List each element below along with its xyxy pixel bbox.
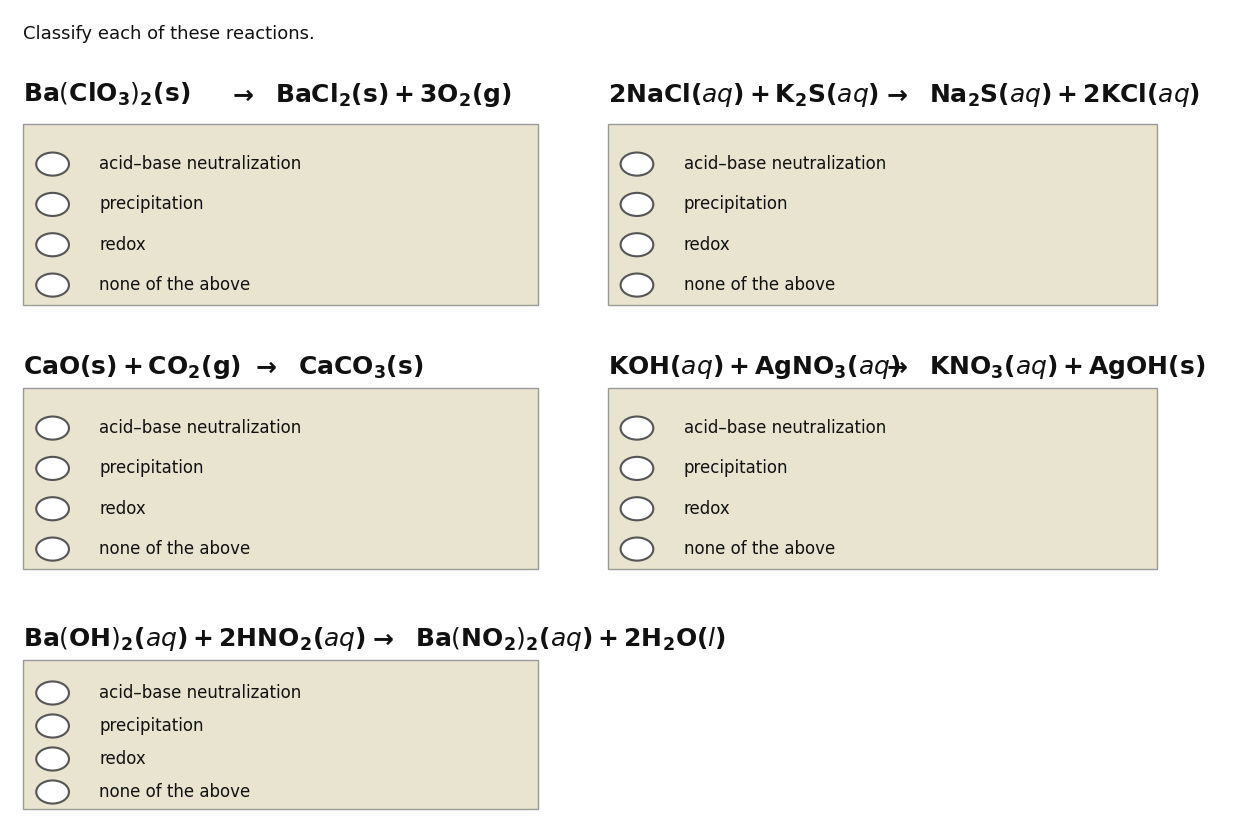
FancyBboxPatch shape xyxy=(24,660,537,808)
Text: $\mathbf{BaCl_2(s)+3O_2(g)}$: $\mathbf{BaCl_2(s)+3O_2(g)}$ xyxy=(274,81,511,109)
Circle shape xyxy=(36,457,69,480)
Text: redox: redox xyxy=(100,500,146,518)
Circle shape xyxy=(621,538,653,561)
Text: precipitation: precipitation xyxy=(100,460,203,478)
Circle shape xyxy=(36,193,69,216)
Circle shape xyxy=(36,681,69,705)
Text: acid–base neutralization: acid–base neutralization xyxy=(683,155,885,173)
Text: none of the above: none of the above xyxy=(683,540,835,558)
Text: $\mathbf{CaO(s)+CO_2(g)}$: $\mathbf{CaO(s)+CO_2(g)}$ xyxy=(24,353,242,381)
FancyBboxPatch shape xyxy=(607,124,1157,305)
Circle shape xyxy=(36,153,69,176)
Text: $\mathbf{2NaCl(}aq\mathbf{)+K_2S(}aq\mathbf{)}$: $\mathbf{2NaCl(}aq\mathbf{)+K_2S(}aq\mat… xyxy=(607,81,879,109)
Circle shape xyxy=(36,747,69,771)
Circle shape xyxy=(36,233,69,257)
Circle shape xyxy=(36,417,69,440)
Text: $\mathbf{Ba\left(OH\right)_2(}aq\mathbf{)+2HNO_2(}aq\mathbf{)}$: $\mathbf{Ba\left(OH\right)_2(}aq\mathbf{… xyxy=(24,625,367,653)
Circle shape xyxy=(621,497,653,521)
Text: $\mathbf{KNO_3(}aq\mathbf{)+AgOH(s)}$: $\mathbf{KNO_3(}aq\mathbf{)+AgOH(s)}$ xyxy=(929,353,1206,381)
Circle shape xyxy=(621,417,653,440)
Text: $\mathbf{\rightarrow}$: $\mathbf{\rightarrow}$ xyxy=(883,355,909,380)
Text: $\mathbf{\rightarrow}$: $\mathbf{\rightarrow}$ xyxy=(228,82,254,107)
Text: $\mathbf{CaCO_3(s)}$: $\mathbf{CaCO_3(s)}$ xyxy=(298,354,424,380)
Text: redox: redox xyxy=(100,750,146,768)
Text: none of the above: none of the above xyxy=(100,540,251,558)
Text: redox: redox xyxy=(683,236,731,254)
Text: $\mathbf{\rightarrow}$: $\mathbf{\rightarrow}$ xyxy=(883,82,909,107)
Circle shape xyxy=(621,274,653,297)
Circle shape xyxy=(36,538,69,561)
Circle shape xyxy=(621,153,653,176)
Text: $\mathbf{KOH(}aq\mathbf{)+AgNO_3(}aq\mathbf{)}$: $\mathbf{KOH(}aq\mathbf{)+AgNO_3(}aq\mat… xyxy=(607,353,900,381)
Text: none of the above: none of the above xyxy=(683,276,835,294)
Text: redox: redox xyxy=(100,236,146,254)
Text: $\mathbf{Ba\left(ClO_3\right)_2(s)}$: $\mathbf{Ba\left(ClO_3\right)_2(s)}$ xyxy=(24,82,191,108)
Text: none of the above: none of the above xyxy=(100,783,251,801)
Circle shape xyxy=(36,780,69,804)
Text: precipitation: precipitation xyxy=(683,460,788,478)
Text: $\mathbf{Ba\left(NO_2\right)_2(}aq\mathbf{)+2H_2O(}l\mathbf{)}$: $\mathbf{Ba\left(NO_2\right)_2(}aq\mathb… xyxy=(415,625,726,653)
Text: Classify each of these reactions.: Classify each of these reactions. xyxy=(24,25,315,43)
Text: precipitation: precipitation xyxy=(100,196,203,214)
Text: $\mathbf{Na_2S(}aq\mathbf{)+2KCl(}aq\mathbf{)}$: $\mathbf{Na_2S(}aq\mathbf{)+2KCl(}aq\mat… xyxy=(929,81,1201,109)
Circle shape xyxy=(621,193,653,216)
Text: acid–base neutralization: acid–base neutralization xyxy=(100,684,302,702)
Circle shape xyxy=(621,233,653,257)
FancyBboxPatch shape xyxy=(24,124,537,305)
Text: $\mathbf{\rightarrow}$: $\mathbf{\rightarrow}$ xyxy=(368,627,395,652)
Text: redox: redox xyxy=(683,500,731,518)
Text: $\mathbf{\rightarrow}$: $\mathbf{\rightarrow}$ xyxy=(252,355,278,380)
Circle shape xyxy=(36,714,69,738)
Circle shape xyxy=(621,457,653,480)
FancyBboxPatch shape xyxy=(24,388,537,569)
Circle shape xyxy=(36,274,69,297)
Text: acid–base neutralization: acid–base neutralization xyxy=(683,419,885,437)
Text: acid–base neutralization: acid–base neutralization xyxy=(100,155,302,173)
Text: none of the above: none of the above xyxy=(100,276,251,294)
Circle shape xyxy=(36,497,69,521)
Text: precipitation: precipitation xyxy=(100,717,203,735)
Text: acid–base neutralization: acid–base neutralization xyxy=(100,419,302,437)
Text: precipitation: precipitation xyxy=(683,196,788,214)
FancyBboxPatch shape xyxy=(607,388,1157,569)
